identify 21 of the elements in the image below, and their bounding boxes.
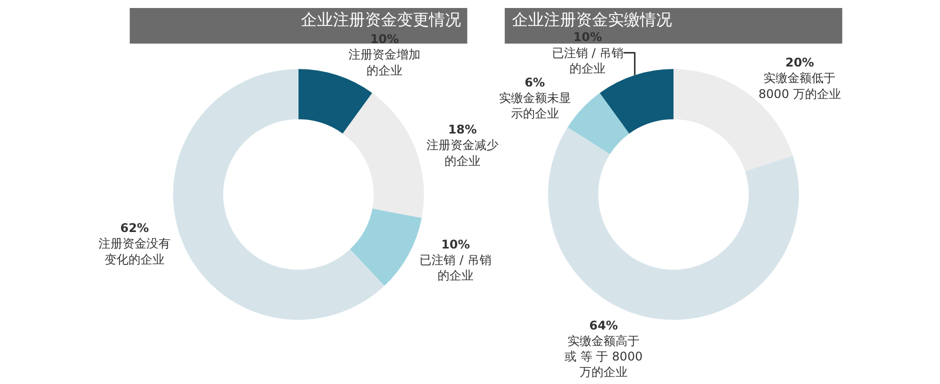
data-label: 10%: [441, 238, 470, 252]
slice-label: 实缴金额低于8000 万的企业: [758, 71, 841, 101]
donut-slice: [548, 127, 799, 320]
slice-label: 实缴金额未显示的企业: [498, 90, 571, 121]
chart-title: 企业注册资金实缴情况: [512, 10, 672, 29]
slice-label: 已注销 / 吊销的企业: [552, 46, 624, 76]
data-label: 20%: [785, 56, 814, 70]
data-label: 18%: [448, 122, 477, 137]
slice-label: 注册资金增加的企业: [348, 48, 421, 78]
donut-slice: [342, 92, 424, 218]
data-label: 64%: [589, 318, 618, 332]
slice-label: 注册资金减少的企业: [426, 138, 498, 168]
data-label: 62%: [120, 221, 149, 236]
slice-label: 实缴金额高于或 等 于 8000 万的企业: [564, 334, 643, 380]
chart-title: 企业注册资金变更情况: [301, 10, 461, 29]
data-label: 10%: [370, 32, 399, 46]
slice-label: 注册资金没有变化的企业: [98, 236, 171, 266]
donut-slice: [350, 208, 422, 286]
data-label: 6%: [524, 75, 545, 90]
data-label: 10%: [573, 30, 602, 44]
slice-label: 已注销 / 吊销的企业: [420, 253, 492, 283]
